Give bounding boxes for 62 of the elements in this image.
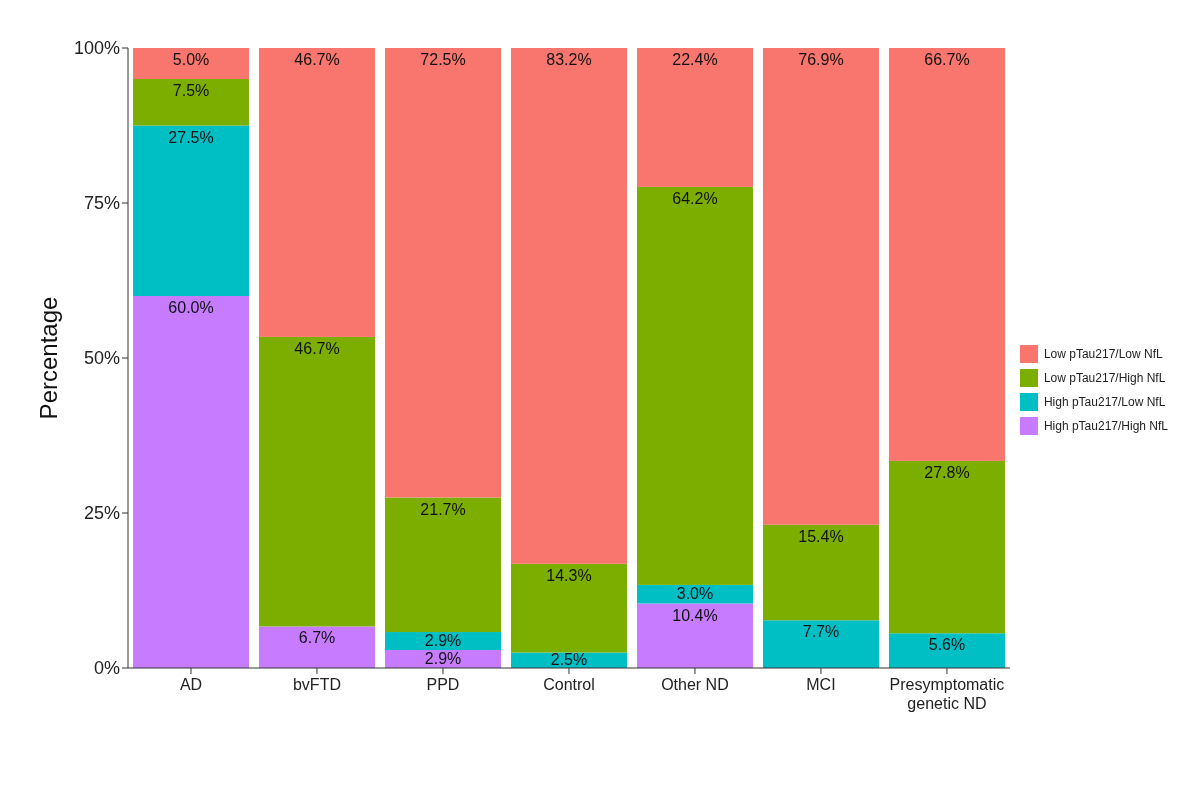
data-label: 66.7% [924, 51, 970, 68]
bar [637, 584, 753, 604]
x-tick-label: MCI [806, 676, 836, 693]
bar [133, 125, 250, 296]
legend-label: Low pTau217/High NfL [1043, 371, 1166, 385]
data-label: 22.4% [672, 51, 718, 68]
bar [259, 626, 376, 668]
bar [133, 48, 250, 79]
bar [762, 620, 879, 668]
data-label: 46.7% [294, 339, 340, 357]
x-tick-label: AD [179, 676, 203, 693]
bar [385, 497, 502, 633]
y-tick-label: 0% [93, 658, 120, 679]
bar [637, 603, 753, 668]
data-label: 21.7% [420, 500, 466, 518]
data-label: 27.5% [168, 128, 214, 146]
data-label: 7.5% [172, 82, 210, 99]
bar [133, 296, 250, 668]
legend-label: High pTau217/High NfL [1043, 419, 1168, 433]
y-tick-label: 25% [83, 503, 120, 524]
bar [637, 48, 753, 187]
x-tick-label: Other ND [661, 676, 729, 693]
bar [637, 186, 753, 585]
x-tick-label: Control [543, 676, 595, 693]
bar [511, 48, 628, 564]
data-label: 72.5% [420, 51, 466, 68]
data-label: 60.0% [168, 299, 214, 316]
y-tick-label: 50% [83, 348, 120, 369]
data-label: 64.2% [672, 189, 718, 207]
data-label: 46.7% [294, 51, 340, 68]
data-label: 76.9% [798, 51, 844, 68]
data-label: 2.9% [424, 632, 462, 650]
data-label: 27.8% [924, 463, 970, 481]
data-label: 5.6% [928, 636, 966, 654]
bar [888, 460, 1005, 634]
bar [259, 336, 376, 627]
y-axis-title: Percentage [34, 296, 62, 420]
bar [762, 524, 879, 621]
bar [762, 48, 879, 525]
data-label: 7.7% [802, 623, 840, 641]
bar [888, 633, 1005, 668]
x-tick-label: PPD [426, 676, 460, 693]
y-tick-label: 100% [73, 38, 120, 59]
data-label: 6.7% [298, 629, 336, 647]
data-label: 5.0% [172, 51, 210, 68]
data-label: 3.0% [676, 585, 714, 603]
bar [385, 48, 502, 498]
data-label: 83.2% [546, 51, 592, 68]
data-label: 14.3% [546, 566, 592, 584]
bar [259, 48, 376, 337]
data-label: 10.4% [672, 606, 718, 624]
data-label: 15.4% [798, 527, 844, 545]
x-tick-label: Presymptomatic genetic ND [889, 676, 1005, 712]
bar [511, 563, 628, 653]
legend-label: Low pTau217/Low NfL [1043, 347, 1163, 361]
x-tick-label: bvFTD [292, 676, 341, 693]
bar [888, 48, 1005, 461]
legend-label: High pTau217/Low NfL [1043, 395, 1166, 409]
bar [133, 79, 250, 126]
data-label: 2.5% [550, 651, 588, 669]
y-tick-label: 75% [83, 193, 120, 214]
data-label: 2.9% [424, 650, 462, 668]
